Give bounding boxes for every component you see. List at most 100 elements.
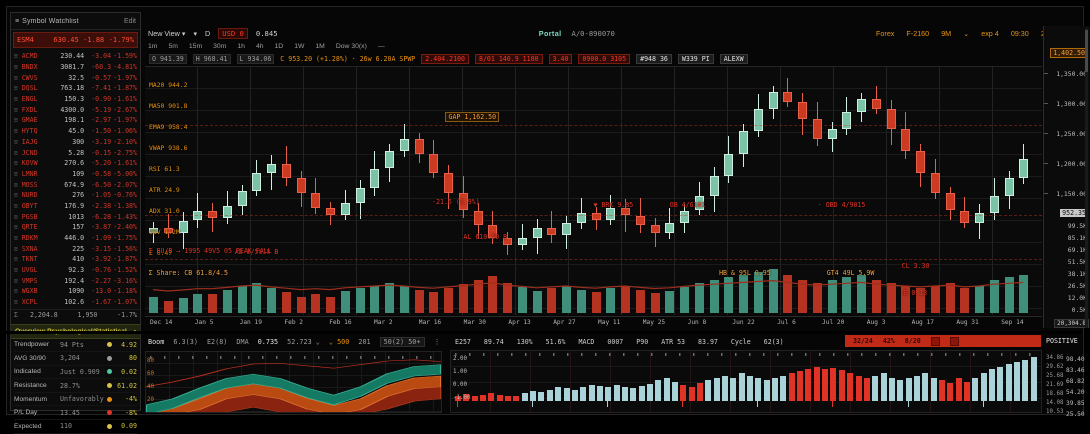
ticker-price: 763.18 xyxy=(60,84,85,93)
overview-row[interactable]: Resistance 28.7% 61.02 xyxy=(14,379,137,393)
price-axis[interactable]: 1,402.50 1,350.00 1,300.00 1,250.00 1,200.00… xyxy=(1043,26,1090,328)
watchlist-row[interactable]: ≡ CWVS 32.5 -0.57 -1.97% xyxy=(14,72,137,83)
ticker-change: -3.19 xyxy=(91,137,112,146)
osc-header-item-5[interactable]: 0007 xyxy=(607,338,624,346)
watchlist-row[interactable]: ≡ JCND 5.28 -0.15 -2.75% xyxy=(14,147,137,158)
row-handle-icon: ≡ xyxy=(14,159,18,168)
tag-chip-0[interactable]: #948 36 xyxy=(636,53,672,64)
watchlist-row[interactable]: ≡ NURD 276 -1.05 -0.76% xyxy=(14,190,137,201)
watchlist-row[interactable]: ≡ PGSB 1013 -6.28 -1.43% xyxy=(14,211,137,222)
candlestick-chart[interactable]: MA20 944.2 MA50 901.8 EMA9 958.4 VWAP 938.6… xyxy=(145,66,1042,315)
watchlist-row[interactable]: ≡ QRTE 157 -3.87 -2.40% xyxy=(14,222,137,233)
indicator-setting-2[interactable]: E2(8) xyxy=(206,338,228,346)
watchlist-row[interactable]: ≡ IAJG 300 -3.19 -2.10% xyxy=(14,137,137,148)
overview-row[interactable]: AVG 30/90 3,204 80 xyxy=(14,352,137,366)
toolbar-orange-item-5[interactable]: 09:30 xyxy=(1010,29,1029,38)
watchlist-row[interactable]: ≡ DQSL 763.18 -7.41 -1.87% xyxy=(14,83,137,94)
indicator-setting-5[interactable]: 52.723 ⌄ xyxy=(287,338,320,346)
toolbar-orange-item-1[interactable]: F-2160 xyxy=(906,29,930,38)
dropdown-caret-icon[interactable]: ▾ xyxy=(193,29,198,38)
timeframe-15m[interactable]: 15m xyxy=(188,42,203,50)
timeframe-1m[interactable]: 1M xyxy=(315,42,325,50)
indicator-setting-0[interactable]: Boom xyxy=(148,338,165,346)
overview-row[interactable]: P/L Day 13.45 -8% xyxy=(14,406,137,421)
timeframe-1m[interactable]: 1m xyxy=(148,42,158,50)
alert-chip-1[interactable]: 8/01 140.9 1100 xyxy=(474,53,543,64)
osc-header-item-0[interactable]: E257 xyxy=(455,338,471,346)
tag-chip-1[interactable]: W339 PI xyxy=(677,53,714,64)
oscillator-panel[interactable] xyxy=(450,350,1042,413)
timeframe-4h[interactable]: 4h xyxy=(255,42,264,50)
alert-chip-0[interactable]: 2.404.2100 xyxy=(421,53,469,64)
alert-chip-3[interactable]: 0900.0 3105 xyxy=(578,53,631,64)
watchlist-row[interactable]: ≡ VMPS 192.4 -2.27 -3.16% xyxy=(14,275,137,286)
overview-row[interactable]: Expected 110 0.09 xyxy=(14,420,137,434)
watchlist-row[interactable]: ≡ WGXB 1090 -13.0 -1.18% xyxy=(14,286,137,297)
timeframe-[interactable]: — xyxy=(377,42,385,50)
watchlist-row[interactable]: ≡ ENGL 150.3 -0.90 -1.61% xyxy=(14,94,137,105)
timeframe-30m[interactable]: 30m xyxy=(213,42,227,50)
alert-chip-2[interactable]: 3.40 xyxy=(548,53,573,64)
red-bar-square-icon[interactable] xyxy=(930,336,940,346)
toolbar-orange-item-4[interactable]: exp 4 xyxy=(981,29,999,38)
indicator-setting-8[interactable]: 50(2) 50+ xyxy=(379,337,425,347)
indicator-setting-4[interactable]: 0.735 xyxy=(257,338,279,346)
watchlist-row[interactable]: ≡ OBYT 176.9 -2.38 -1.38% xyxy=(14,201,137,212)
osc-header-item-2[interactable]: 130% xyxy=(516,338,533,346)
osc-header-item-7[interactable]: ATR 53 xyxy=(661,338,686,346)
red-bar-square-icon[interactable] xyxy=(949,336,959,346)
ribbon-indicator-panel[interactable] xyxy=(145,351,442,413)
watchlist-row[interactable]: ≡ UVGL 92.3 -0.76 -1.52% xyxy=(14,265,137,276)
overview-row[interactable]: Trendpower 94 Pts 4.92 xyxy=(14,339,137,353)
toolbar-orange-item-3[interactable]: ⌄ xyxy=(963,29,970,38)
usd-chip[interactable]: USD 0 xyxy=(218,28,248,39)
watchlist-row[interactable]: ≡ XCPL 102.6 -1.67 -1.07% xyxy=(14,297,137,308)
overview-row[interactable]: Momentum Unfavorably -4% xyxy=(14,393,137,407)
oscillator-bar xyxy=(755,378,762,401)
osc-header-item-1[interactable]: 89.74 xyxy=(483,338,504,346)
watchlist-row[interactable]: ≡ HYTQ 45.0 -1.50 -1.06% xyxy=(14,126,137,137)
alert-red-bar[interactable]: 32/24 42% 8/20 xyxy=(845,335,1041,347)
osc-header-item-3[interactable]: 51.6% xyxy=(545,338,566,346)
symbol-label[interactable]: Portal xyxy=(538,29,562,38)
indicator-setting-1[interactable]: 6.3(3) xyxy=(173,338,198,346)
watchlist-row[interactable]: ≡ SXNA 225 -3.15 -1.56% xyxy=(14,243,137,254)
watchlist-row[interactable]: ≡ LMNR 109 -0.58 -5.00% xyxy=(14,169,137,180)
timeframe-1d[interactable]: 1D xyxy=(274,42,284,50)
edit-button[interactable]: Edit xyxy=(123,17,136,25)
osc-header-item-9[interactable]: Cycle xyxy=(730,338,751,346)
indicator-setting-6[interactable]: ⌄ 500 xyxy=(328,338,350,346)
watchlist-row[interactable]: ≡ TKNT 410 -3.92 -1.87% xyxy=(14,254,137,265)
indicator-setting-3[interactable]: DMA xyxy=(236,338,249,346)
toolbar-orange-item-2[interactable]: 9M xyxy=(941,29,952,38)
timeframe-5m[interactable]: 5m xyxy=(168,42,178,50)
watchlist-row[interactable]: ≡ ACMD 230.44 -3.04 -1.59% xyxy=(14,51,137,62)
timeframe-1h[interactable]: 1h xyxy=(237,42,245,50)
indicator-setting-7[interactable]: 201 xyxy=(358,338,371,346)
volume-bar xyxy=(237,285,247,313)
scrollbar-track[interactable] xyxy=(1085,28,1088,328)
time-axis[interactable]: Dec 14 Jan 5 Jan 19 Feb 2 Feb 16 Mar 2 Mar 16 M… xyxy=(145,316,1042,329)
selected-symbol-row[interactable]: ESM4 630.45 -1.88 -1.79% xyxy=(13,32,138,48)
watchlist-row[interactable]: ≡ KOVW 270.6 -5.20 -1.61% xyxy=(14,158,137,169)
indicator-setting-9[interactable]: ⋮ xyxy=(433,338,441,346)
toolbar-orange-item-0[interactable]: Forex xyxy=(876,29,895,38)
watchlist-row[interactable]: ≡ RDKM 446.0 -1.09 -1.75% xyxy=(14,233,137,244)
interval-d-button[interactable]: D xyxy=(205,29,211,38)
overview-row[interactable]: Indicated Just 0.909 0.02 xyxy=(14,366,137,380)
menu-icon[interactable]: ≡ xyxy=(15,17,20,25)
timeframe-1w[interactable]: 1W xyxy=(294,42,305,50)
view-menu-button[interactable]: New View ▾ xyxy=(148,29,186,38)
timeframe-dow30x[interactable]: Dow 30(x) xyxy=(335,42,367,50)
ribbon-axis-label: 40 xyxy=(147,384,154,390)
watchlist-row[interactable]: ≡ MOSS 674.9 -6.50 -2.07% xyxy=(14,179,137,190)
osc-header-item-8[interactable]: 83.97 xyxy=(698,338,718,346)
watchlist-row[interactable]: ≡ GMAE 198.1 -2.97 -1.97% xyxy=(14,115,137,126)
scrollbar-thumb[interactable] xyxy=(1085,30,1088,72)
osc-header-item-4[interactable]: MACD xyxy=(578,338,595,346)
watchlist-row[interactable]: ≡ FXDL 4300.0 -5.19 -2.67% xyxy=(14,104,137,115)
tag-chip-2[interactable]: ALEXW xyxy=(719,53,748,64)
watchlist-row[interactable]: ≡ BNDX 3081.7 -60.3 -4.81% xyxy=(14,62,137,73)
osc-header-item-6[interactable]: P90 xyxy=(636,338,649,346)
osc-header-item-10[interactable]: 62(3) xyxy=(763,338,784,346)
